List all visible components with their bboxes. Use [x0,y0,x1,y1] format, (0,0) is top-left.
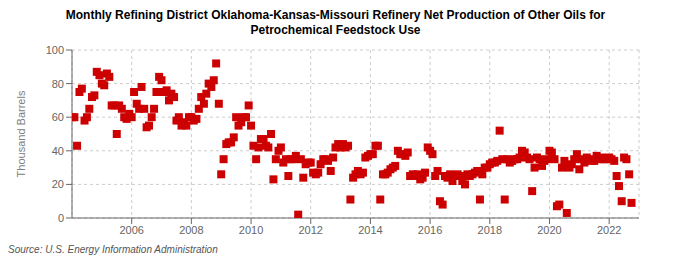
svg-text:20: 20 [52,178,64,190]
svg-text:40: 40 [52,145,64,157]
html-text:Source: U.S. Energy Informatio: Source: U.S. Energy Information Administ… [8,244,218,255]
svg-text:2010: 2010 [239,224,263,236]
svg-text:100: 100 [46,44,64,56]
html-text:Monthly Refining District Okla: Monthly Refining District Oklahoma-Kansa… [65,8,606,37]
svg-text:2012: 2012 [298,224,322,236]
svg-text:80: 80 [52,78,64,90]
svg-text:0: 0 [58,212,64,224]
svg-text:2014: 2014 [358,224,382,236]
svg-text:Thousand Barrels: Thousand Barrels [15,90,27,177]
svg-text:2008: 2008 [179,224,203,236]
svg-text:60: 60 [52,111,64,123]
svg-text:2018: 2018 [478,224,502,236]
svg-text:2016: 2016 [418,224,442,236]
svg-text:2020: 2020 [537,224,561,236]
svg-text:2006: 2006 [119,224,143,236]
svg-text:2022: 2022 [597,224,621,236]
